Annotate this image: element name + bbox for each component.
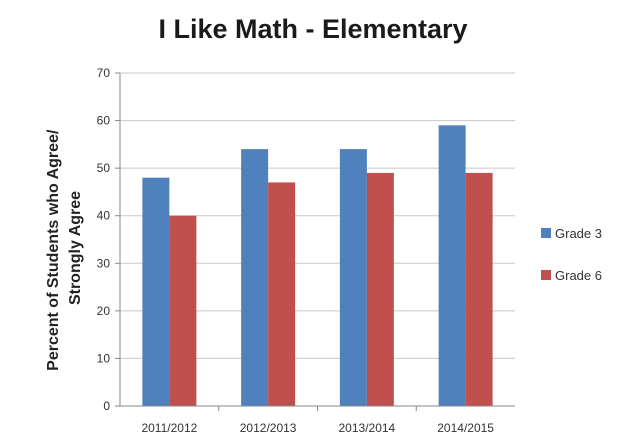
- y-tick-label: 10: [97, 351, 111, 365]
- y-tick-label: 30: [97, 256, 111, 270]
- legend-swatch: [541, 270, 551, 280]
- x-tick-label: 2014/2015: [437, 421, 494, 435]
- bar-grade-3-2014-2015: [438, 125, 466, 406]
- y-axis-ticks: 0 10 20 30 40 50 60 70: [97, 66, 120, 413]
- legend-label: Grade 6: [555, 268, 602, 283]
- bar-grade-6-2014-2015: [465, 172, 493, 406]
- y-axis-label: Percent of Students who Agree/ Strongly …: [45, 125, 84, 371]
- bars: [142, 125, 493, 406]
- y-tick-label: 0: [103, 399, 110, 413]
- bar-grade-3-2012-2013: [241, 149, 269, 406]
- legend-swatch: [541, 228, 551, 238]
- y-axis-label-line-2: Strongly Agree: [67, 191, 84, 305]
- chart-title: I Like Math - Elementary: [158, 14, 468, 44]
- y-tick-label: 20: [97, 304, 111, 318]
- legend-label: Grade 3: [555, 226, 602, 241]
- bar-grade-3-2013-2014: [339, 149, 367, 406]
- bar-grade-3-2011-2012: [142, 177, 170, 406]
- y-axis-label-line-1: Percent of Students who Agree/: [45, 129, 62, 371]
- bar-grade-6-2011-2012: [169, 215, 197, 406]
- x-axis-ticks: 2011/2012 2012/2013 2013/2014 2014/2015: [141, 406, 494, 435]
- y-tick-label: 60: [97, 114, 111, 128]
- legend: Grade 3 Grade 6: [541, 226, 602, 283]
- x-tick-label: 2012/2013: [240, 421, 297, 435]
- y-tick-label: 50: [97, 161, 111, 175]
- x-tick-label: 2011/2012: [141, 421, 197, 435]
- y-tick-label: 40: [97, 209, 111, 223]
- y-tick-label: 70: [97, 66, 111, 80]
- bar-grade-6-2013-2014: [366, 172, 394, 406]
- axes: [119, 73, 515, 407]
- x-tick-label: 2013/2014: [339, 421, 396, 435]
- bar-grade-6-2012-2013: [268, 182, 296, 406]
